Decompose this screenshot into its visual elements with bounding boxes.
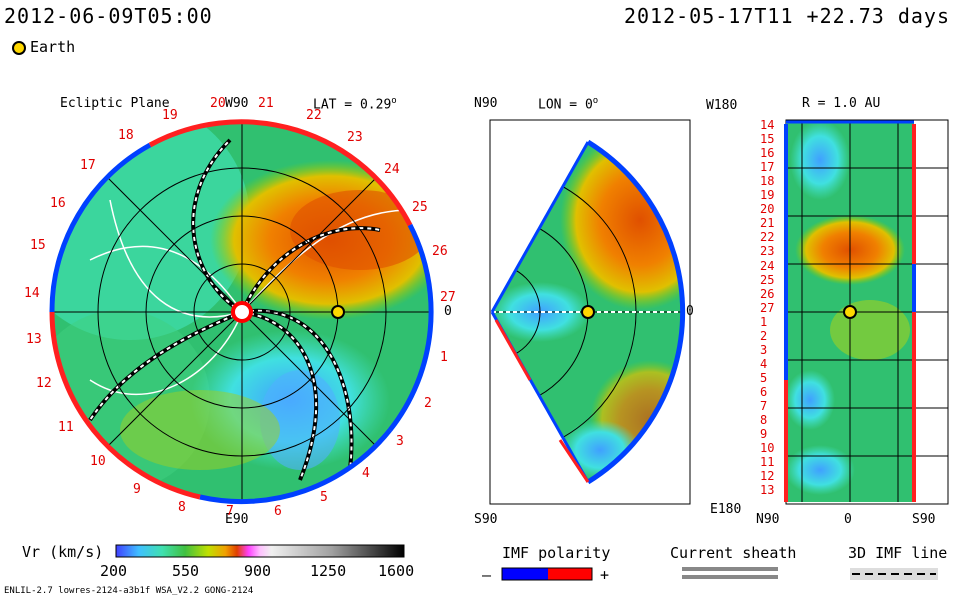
carrington-label: 27 xyxy=(440,290,456,305)
radial-y-tick: 10 xyxy=(760,441,775,456)
carrington-label: 5 xyxy=(320,490,328,505)
carrington-label: 4 xyxy=(362,466,370,481)
carrington-label: 9 xyxy=(133,482,141,497)
carrington-label: 19 xyxy=(162,108,178,123)
ecliptic-disc xyxy=(52,122,432,502)
colorbar-tick: 550 xyxy=(172,562,200,580)
ecliptic-top-label: W90 xyxy=(225,96,249,111)
imf-positive-swatch xyxy=(548,568,592,580)
ecliptic-title: Ecliptic Plane xyxy=(60,96,170,111)
carrington-label: 21 xyxy=(258,96,274,111)
imf-minus-sign: – xyxy=(482,566,492,584)
earth-marker-ecliptic xyxy=(331,305,345,319)
carrington-label: 13 xyxy=(26,332,42,347)
colorbar-tick: 900 xyxy=(244,562,272,580)
meridional-right-label: 0 xyxy=(686,304,694,319)
imf-negative-swatch xyxy=(502,568,548,580)
radial-y-tick: 16 xyxy=(760,146,775,161)
carrington-label: 12 xyxy=(36,376,52,391)
imf-line-label: 3D IMF line xyxy=(848,544,948,562)
ecliptic-right-label: 0 xyxy=(444,304,452,319)
radial-y-tick: 6 xyxy=(760,384,768,399)
carrington-label: 6 xyxy=(274,504,282,519)
radial-y-tick: 5 xyxy=(760,370,768,385)
radial-y-tick: 26 xyxy=(760,286,775,301)
radial-y-tick: 18 xyxy=(760,174,775,189)
lat-label: LAT = 0.29o xyxy=(313,96,397,113)
carrington-label: 25 xyxy=(412,200,428,215)
carrington-label: 7 xyxy=(226,504,234,519)
radial-y-tick: 24 xyxy=(760,258,775,273)
radial-title: R = 1.0 AU xyxy=(802,96,881,111)
radial-y-tick: 11 xyxy=(760,455,775,470)
carrington-label: 17 xyxy=(80,158,96,173)
radial-bottom-left-label: E180 xyxy=(710,502,742,517)
radial-top-left-label: W180 xyxy=(706,98,738,113)
meridional-top-label: N90 xyxy=(474,96,498,111)
meridional-bottom-label: S90 xyxy=(474,512,498,527)
radial-y-tick: 12 xyxy=(760,469,775,484)
radial-y-tick: 27 xyxy=(760,300,775,315)
carrington-label: 1 xyxy=(440,350,448,365)
carrington-label: 22 xyxy=(306,108,322,123)
carrington-label: 16 xyxy=(50,196,66,211)
colorbar-label: Vr (km/s) xyxy=(22,543,104,561)
carrington-label: 26 xyxy=(432,244,448,259)
carrington-label: 20 xyxy=(210,96,226,111)
radial-y-tick: 3 xyxy=(760,342,768,357)
radial-y-tick: 9 xyxy=(760,427,768,442)
carrington-label: 18 xyxy=(118,128,134,143)
radial-x-label-s90: S90 xyxy=(912,512,936,527)
radial-y-tick: 25 xyxy=(760,272,775,287)
colorbar-tick: 1250 xyxy=(310,562,347,580)
radial-y-tick: 2 xyxy=(760,328,768,343)
carrington-label: 24 xyxy=(384,162,400,177)
current-sheath-swatch xyxy=(682,567,778,571)
current-sheath-label: Current sheath xyxy=(670,544,797,562)
carrington-label: 11 xyxy=(58,420,74,435)
earth-legend-label: Earth xyxy=(30,38,76,56)
radial-y-tick: 13 xyxy=(760,483,775,498)
radial-y-tick: 8 xyxy=(760,413,768,428)
radial-y-tick: 7 xyxy=(760,399,768,413)
carrington-label: 2 xyxy=(424,396,432,411)
colorbar-tick: 200 xyxy=(100,562,128,580)
imf-plus-sign: + xyxy=(600,566,610,584)
ecliptic-bottom-label: E90 xyxy=(225,512,249,527)
earth-marker-radial xyxy=(843,305,857,319)
carrington-label: 3 xyxy=(396,434,404,449)
carrington-label: 8 xyxy=(178,500,186,515)
radial-y-tick: 4 xyxy=(760,356,768,371)
vr-colorbar xyxy=(115,544,405,558)
radial-y-tick: 23 xyxy=(760,244,775,259)
radial-x-label-0: 0 xyxy=(844,512,852,527)
radial-y-tick: 14 xyxy=(760,118,775,132)
radial-y-tick: 22 xyxy=(760,230,775,245)
imf-polarity-label: IMF polarity xyxy=(502,544,611,562)
lon-label: LON = 0o xyxy=(538,96,599,113)
earth-marker-meridional xyxy=(581,305,595,319)
radial-y-tick: 17 xyxy=(760,160,775,175)
radial-x-label-n90: N90 xyxy=(756,512,780,527)
colorbar-tick: 1600 xyxy=(378,562,415,580)
carrington-label: 14 xyxy=(24,286,40,301)
start-timestamp: 2012-05-17T11 +22.73 days xyxy=(623,4,950,28)
earth-icon xyxy=(12,40,26,55)
carrington-label: 15 xyxy=(30,238,46,253)
model-timestamp: 2012-06-09T05:00 xyxy=(4,4,213,28)
radial-y-tick: 20 xyxy=(760,202,775,217)
radial-y-tick: 1 xyxy=(760,314,768,329)
carrington-label: 23 xyxy=(347,130,363,145)
model-info-footer: ENLIL-2.7 lowres-2124-a3b1f WSA_V2.2 GON… xyxy=(4,586,254,596)
sun-marker xyxy=(231,301,253,323)
carrington-label: 10 xyxy=(90,454,106,469)
radial-y-tick: 15 xyxy=(760,132,775,147)
earth-legend: Earth xyxy=(12,38,75,56)
radial-y-tick: 21 xyxy=(760,216,775,231)
radial-y-tick: 19 xyxy=(760,188,775,203)
